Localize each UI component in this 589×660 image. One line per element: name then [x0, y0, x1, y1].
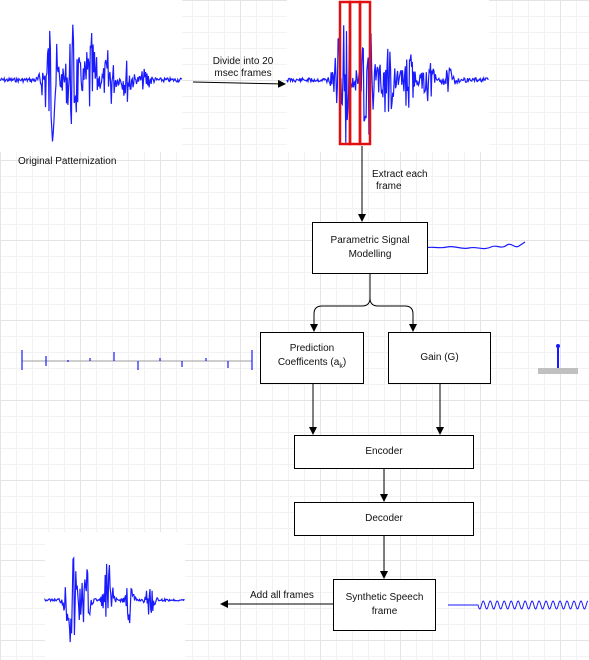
parametric-label-line1: Parametric Signal: [330, 235, 410, 246]
synthetic-speech-frame-box: Synthetic Speech frame: [333, 579, 436, 631]
prediction-label-close: ): [342, 357, 347, 368]
synthetic-label-line2: frame: [371, 606, 398, 617]
split-connector: [310, 274, 371, 332]
prediction-label-line1: Prediction: [289, 343, 335, 354]
divide-label-line1: Divide into 20: [212, 56, 274, 67]
encoder-label: Encoder: [365, 446, 403, 457]
prediction-label-line2: Coefficents (ak): [278, 356, 346, 374]
original-waveform: [0, 24, 183, 142]
gain-box: Gain (G): [388, 332, 491, 384]
prediction-coefficients-box: Prediction Coefficents (ak): [260, 332, 364, 384]
framed-waveform: [286, 0, 489, 146]
parametric-label-line2: Modelling: [348, 249, 392, 260]
synthetic-label-line1: Synthetic Speech: [345, 592, 424, 603]
synthesized-waveform-panel: [45, 532, 185, 660]
extract-label: Extract each frame: [372, 169, 442, 193]
extract-label-line2: frame: [376, 181, 402, 192]
decoder-box: Decoder: [294, 502, 474, 536]
original-label: Original Patternization: [18, 156, 117, 167]
split-connector-right: [369, 297, 417, 332]
gain-impulse-icon: [538, 344, 578, 374]
synthesized-waveform: [44, 556, 185, 643]
add-frames-label: Add all frames: [250, 590, 314, 601]
frame-marker: [358, 0, 372, 146]
decoder-label: Decoder: [365, 513, 403, 524]
prediction-label-subscript: k: [339, 363, 343, 370]
coefficients-impulse-strip: [21, 350, 253, 370]
prediction-label-main: Coefficents (a: [277, 357, 340, 368]
encoder-box: Encoder: [294, 435, 474, 469]
parametric-signal-modelling-box: Parametric Signal Modelling: [312, 222, 428, 274]
gain-label: Gain (G): [420, 352, 459, 363]
divide-label: Divide into 20 msec frames: [198, 56, 288, 80]
divide-label-line2: msec frames: [214, 68, 272, 79]
synthetic-output-wave: [448, 600, 589, 610]
divide-arrow: [192, 79, 286, 88]
original-waveform-panel: [0, 0, 182, 152]
frame-markers: [338, 0, 372, 146]
parametric-signal-squiggle: [424, 241, 526, 250]
extract-label-line1: Extract each: [372, 169, 428, 180]
